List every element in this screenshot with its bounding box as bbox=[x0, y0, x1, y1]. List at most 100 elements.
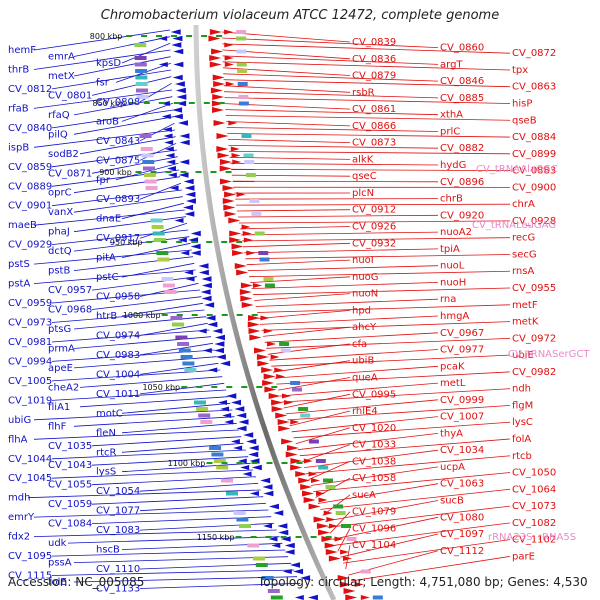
right-gene-label: rtcb bbox=[512, 451, 532, 462]
left-leader-line bbox=[121, 422, 237, 434]
forward-gene-arrow bbox=[323, 510, 333, 516]
right-leader-line bbox=[225, 109, 439, 116]
left-gene-label: CV_0958 bbox=[96, 292, 140, 303]
forward-gene-arrow bbox=[285, 451, 298, 458]
right-gene-label: tpiA bbox=[440, 244, 460, 255]
forward-gene-arrow bbox=[246, 250, 256, 256]
left-leader-line bbox=[73, 236, 190, 252]
function-category-block bbox=[264, 283, 275, 288]
forward-gene-arrow bbox=[211, 107, 224, 113]
left-leader-line bbox=[91, 156, 178, 174]
left-gene-label: phaJ bbox=[48, 227, 70, 238]
right-leader-line bbox=[272, 360, 351, 373]
forward-gene-arrow bbox=[354, 582, 364, 587]
reverse-gene-arrow bbox=[172, 74, 183, 81]
left-gene-label: CV_1011 bbox=[96, 389, 140, 400]
left-gene-label: pssA bbox=[48, 558, 72, 569]
function-category-block bbox=[216, 465, 229, 470]
reverse-gene-arrow bbox=[164, 146, 174, 152]
reverse-gene-arrow bbox=[207, 321, 218, 328]
right-gene-label: prlC bbox=[440, 127, 460, 138]
right-gene-label: pcaK bbox=[440, 361, 465, 372]
function-category-block bbox=[261, 576, 274, 580]
function-category-block bbox=[251, 212, 262, 216]
reverse-gene-arrow bbox=[243, 432, 254, 438]
forward-gene-arrow bbox=[254, 347, 267, 354]
reverse-gene-arrow bbox=[282, 569, 292, 574]
left-leader-line bbox=[51, 69, 172, 90]
right-gene-label: parE bbox=[512, 551, 535, 562]
left-gene-label: CV_0983 bbox=[96, 350, 140, 361]
left-leader-line bbox=[51, 189, 182, 207]
right-gene-label: lysC bbox=[512, 417, 533, 428]
function-category-block bbox=[279, 342, 290, 346]
right-leader-line bbox=[267, 343, 351, 355]
forward-gene-arrow bbox=[303, 497, 316, 503]
reverse-gene-arrow bbox=[220, 360, 231, 367]
right-leader-line bbox=[250, 276, 351, 283]
left-leader-line bbox=[139, 582, 301, 589]
forward-gene-arrow bbox=[211, 48, 224, 55]
right-gene-label: CV_0899 bbox=[512, 149, 556, 160]
reverse-gene-arrow bbox=[201, 276, 212, 282]
function-category-block bbox=[236, 517, 249, 522]
forward-gene-arrow bbox=[240, 282, 253, 289]
function-category-block bbox=[258, 251, 269, 255]
right-leader-line bbox=[263, 326, 351, 337]
right-gene-label: CV_1073 bbox=[512, 501, 556, 512]
forward-gene-arrow bbox=[241, 302, 254, 308]
forward-gene-arrow bbox=[243, 237, 253, 243]
left-gene-label: hscB bbox=[96, 545, 120, 556]
left-gene-label: sodB2 bbox=[48, 149, 79, 160]
right-leader-line bbox=[295, 427, 351, 445]
forward-gene-arrow bbox=[337, 575, 350, 581]
left-gene-label: CV_1054 bbox=[96, 486, 140, 497]
reverse-gene-arrow bbox=[201, 282, 212, 289]
right-leader-line bbox=[332, 516, 439, 540]
function-category-block bbox=[318, 465, 329, 470]
left-gene-label: CV_0808 bbox=[96, 97, 140, 108]
left-leader-line bbox=[33, 429, 240, 440]
left-leader-line bbox=[73, 316, 207, 330]
left-gene-label: hemF bbox=[8, 45, 36, 56]
reverse-gene-arrow bbox=[300, 575, 311, 581]
reverse-gene-arrow bbox=[179, 133, 190, 139]
forward-gene-arrow bbox=[271, 399, 284, 406]
left-gene-label: apeE bbox=[48, 363, 73, 374]
right-leader-line bbox=[255, 298, 439, 307]
function-category-block bbox=[292, 387, 302, 392]
forward-gene-arrow bbox=[222, 198, 235, 204]
function-category-block bbox=[170, 316, 183, 320]
left-leader-line bbox=[139, 362, 219, 375]
function-category-block bbox=[247, 543, 260, 548]
left-leader-line bbox=[139, 222, 188, 239]
left-gene-label: fliA1 bbox=[48, 402, 70, 413]
left-gene-label: CV_1045 bbox=[8, 473, 52, 484]
forward-gene-arrow bbox=[278, 425, 291, 432]
function-category-block bbox=[200, 420, 213, 424]
right-leader-line bbox=[308, 461, 351, 480]
right-leader-line bbox=[232, 180, 439, 183]
reverse-gene-arrow bbox=[271, 543, 281, 548]
right-gene-label: nuoH bbox=[440, 277, 466, 288]
left-gene-label: dnaE bbox=[96, 214, 121, 225]
forward-gene-arrow bbox=[325, 549, 338, 555]
function-category-block bbox=[175, 335, 188, 340]
right-gene-label: CV_0920 bbox=[440, 210, 484, 221]
left-gene-label: pstB bbox=[48, 266, 70, 277]
scale-label: 900 kbp bbox=[99, 168, 132, 177]
reverse-gene-arrow bbox=[234, 406, 245, 412]
left-leader-line bbox=[73, 336, 212, 349]
right-leader-line bbox=[223, 79, 511, 88]
left-leader-line bbox=[91, 296, 202, 310]
right-gene-label: CV_0926 bbox=[352, 222, 396, 233]
right-gene-label: qseC bbox=[352, 171, 377, 182]
right-gene-label: CV_1034 bbox=[440, 445, 484, 456]
function-category-block bbox=[241, 134, 252, 138]
forward-gene-arrow bbox=[225, 81, 235, 87]
right-leader-line bbox=[222, 37, 439, 48]
forward-gene-arrow bbox=[290, 458, 303, 464]
scale-label: 1000 kbp bbox=[123, 311, 161, 320]
forward-gene-arrow bbox=[308, 503, 321, 510]
function-category-block bbox=[221, 478, 233, 483]
